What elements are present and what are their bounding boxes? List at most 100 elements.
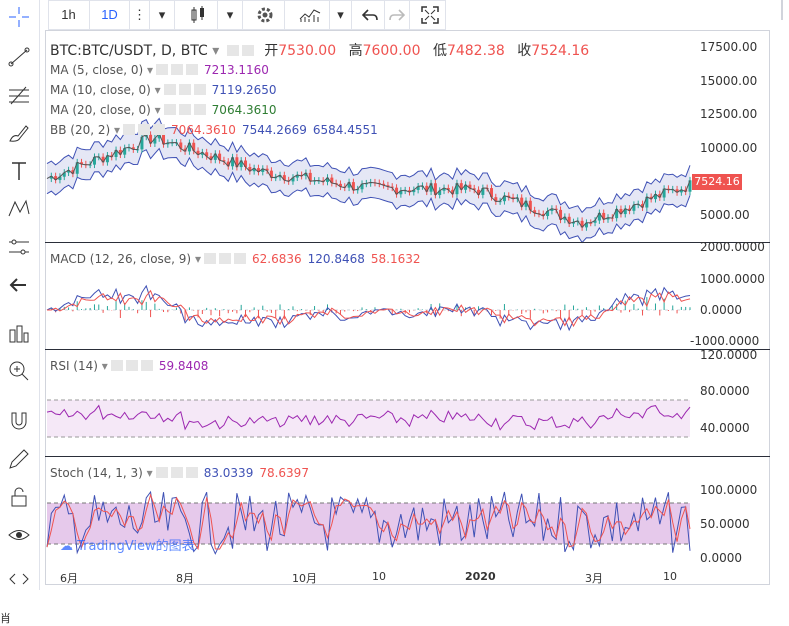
tradingview-watermark: ☁ TradingView的图表 bbox=[60, 539, 195, 554]
candle-body bbox=[554, 208, 558, 210]
indicators-chevron-icon[interactable]: ▾ bbox=[330, 0, 352, 30]
more-intervals-icon[interactable]: ⋮ bbox=[130, 0, 150, 30]
last-price-badge: 7524.16 bbox=[692, 174, 742, 190]
fullscreen-icon[interactable] bbox=[414, 0, 446, 30]
candle-body bbox=[412, 189, 416, 193]
macd-signal-line bbox=[47, 289, 691, 328]
candle-body bbox=[356, 189, 360, 191]
lock-icon[interactable] bbox=[6, 484, 32, 510]
bb-legend: BB (20, 2) ▾ 7064.3610 7544.2669 6584.4551 bbox=[50, 123, 378, 137]
pattern-icon[interactable] bbox=[6, 196, 32, 222]
candle-body bbox=[477, 189, 481, 195]
candle-body bbox=[153, 138, 157, 144]
pane-separator[interactable] bbox=[45, 242, 770, 243]
stoch-tick: 50.0000 bbox=[700, 517, 750, 531]
corner-text: 肖 bbox=[0, 613, 11, 625]
collapse-icon[interactable] bbox=[6, 566, 32, 592]
candle-body bbox=[666, 188, 670, 190]
candle-body bbox=[407, 190, 411, 193]
arrow-left-icon[interactable] bbox=[6, 272, 32, 298]
candle-body bbox=[205, 152, 209, 157]
chart-area[interactable] bbox=[45, 30, 770, 585]
trend-line-icon[interactable] bbox=[6, 44, 32, 70]
forecast-icon[interactable] bbox=[6, 234, 32, 260]
undo-icon[interactable] bbox=[355, 0, 385, 30]
candle-body bbox=[123, 148, 127, 155]
indicators-icon[interactable] bbox=[290, 0, 330, 30]
interval-1d-button[interactable]: 1D bbox=[90, 0, 130, 30]
candle-body bbox=[593, 220, 597, 223]
gear-icon[interactable] bbox=[245, 0, 285, 30]
candle-body bbox=[71, 170, 75, 174]
candle-body bbox=[580, 220, 584, 228]
candle-body bbox=[386, 185, 390, 187]
redo-icon[interactable] bbox=[385, 0, 410, 30]
candle-body bbox=[235, 157, 239, 168]
plot-layer bbox=[46, 117, 692, 555]
candle-body bbox=[351, 182, 355, 191]
eye-icon[interactable] bbox=[6, 522, 32, 548]
candle-body bbox=[675, 189, 679, 193]
candle-body bbox=[252, 168, 256, 172]
candle-body bbox=[468, 184, 472, 189]
candle-body bbox=[58, 176, 62, 180]
candle-body bbox=[390, 186, 394, 188]
ma5-legend: MA (5, close, 0) ▾ 7213.1160 bbox=[50, 63, 269, 77]
text-icon[interactable] bbox=[6, 158, 32, 184]
candle-body bbox=[619, 208, 623, 215]
candle-body bbox=[304, 172, 308, 177]
candle-body bbox=[291, 177, 295, 182]
candle-body bbox=[438, 190, 442, 195]
measure-icon[interactable] bbox=[6, 320, 32, 346]
chevron-down-icon[interactable]: ▾ bbox=[150, 0, 175, 30]
candle-body bbox=[649, 196, 653, 200]
crosshair-icon[interactable] bbox=[6, 4, 32, 30]
candle-body bbox=[559, 209, 563, 220]
candle-body bbox=[62, 172, 66, 177]
candle-body bbox=[662, 188, 666, 198]
candle-body bbox=[489, 188, 493, 198]
pane-separator[interactable] bbox=[45, 349, 770, 350]
candle-body bbox=[54, 176, 58, 180]
candle-body bbox=[464, 184, 468, 190]
pencil-lock-icon[interactable] bbox=[6, 446, 32, 472]
cloud-logo-icon: ☁ bbox=[60, 539, 78, 554]
candle-body bbox=[209, 156, 213, 160]
time-tick: 6月 bbox=[60, 572, 78, 585]
candle-body bbox=[347, 182, 351, 188]
time-tick: 3月 bbox=[585, 572, 603, 585]
candle-body bbox=[231, 157, 235, 167]
candle-body bbox=[455, 183, 459, 195]
candles-icon[interactable] bbox=[178, 0, 218, 30]
candle-body bbox=[67, 170, 71, 173]
candle-body bbox=[200, 152, 204, 155]
candle-body bbox=[149, 134, 153, 144]
ma10-legend: MA (10, close, 0) ▾ 7119.2650 bbox=[50, 83, 277, 97]
chart-type-chevron-icon[interactable]: ▾ bbox=[218, 0, 243, 30]
ma20-legend: MA (20, close, 0) ▾ 7064.3610 bbox=[50, 103, 277, 117]
candle-body bbox=[429, 183, 433, 192]
candle-body bbox=[567, 216, 571, 224]
candle-body bbox=[105, 155, 109, 163]
candle-body bbox=[114, 149, 118, 157]
candle-body bbox=[187, 142, 191, 152]
interval-1h-button[interactable]: 1h bbox=[48, 0, 90, 30]
candle-body bbox=[131, 147, 135, 150]
pane-separator[interactable] bbox=[45, 456, 770, 457]
candle-body bbox=[192, 142, 196, 151]
time-tick: 8月 bbox=[176, 572, 194, 585]
candle-body bbox=[162, 133, 166, 145]
brush-icon[interactable] bbox=[6, 120, 32, 146]
candle-body bbox=[524, 200, 528, 207]
candle-body bbox=[256, 168, 260, 172]
zoom-in-icon[interactable] bbox=[6, 358, 32, 384]
magnet-icon[interactable] bbox=[6, 408, 32, 434]
stoch-tick: 0.0000 bbox=[700, 551, 742, 565]
candle-body bbox=[326, 177, 330, 182]
candle-body bbox=[399, 190, 403, 195]
macd-tick: 1000.0000 bbox=[700, 272, 765, 286]
candle-body bbox=[244, 160, 248, 167]
toolbar-frame bbox=[48, 0, 446, 30]
fib-tool-icon[interactable] bbox=[6, 82, 32, 108]
